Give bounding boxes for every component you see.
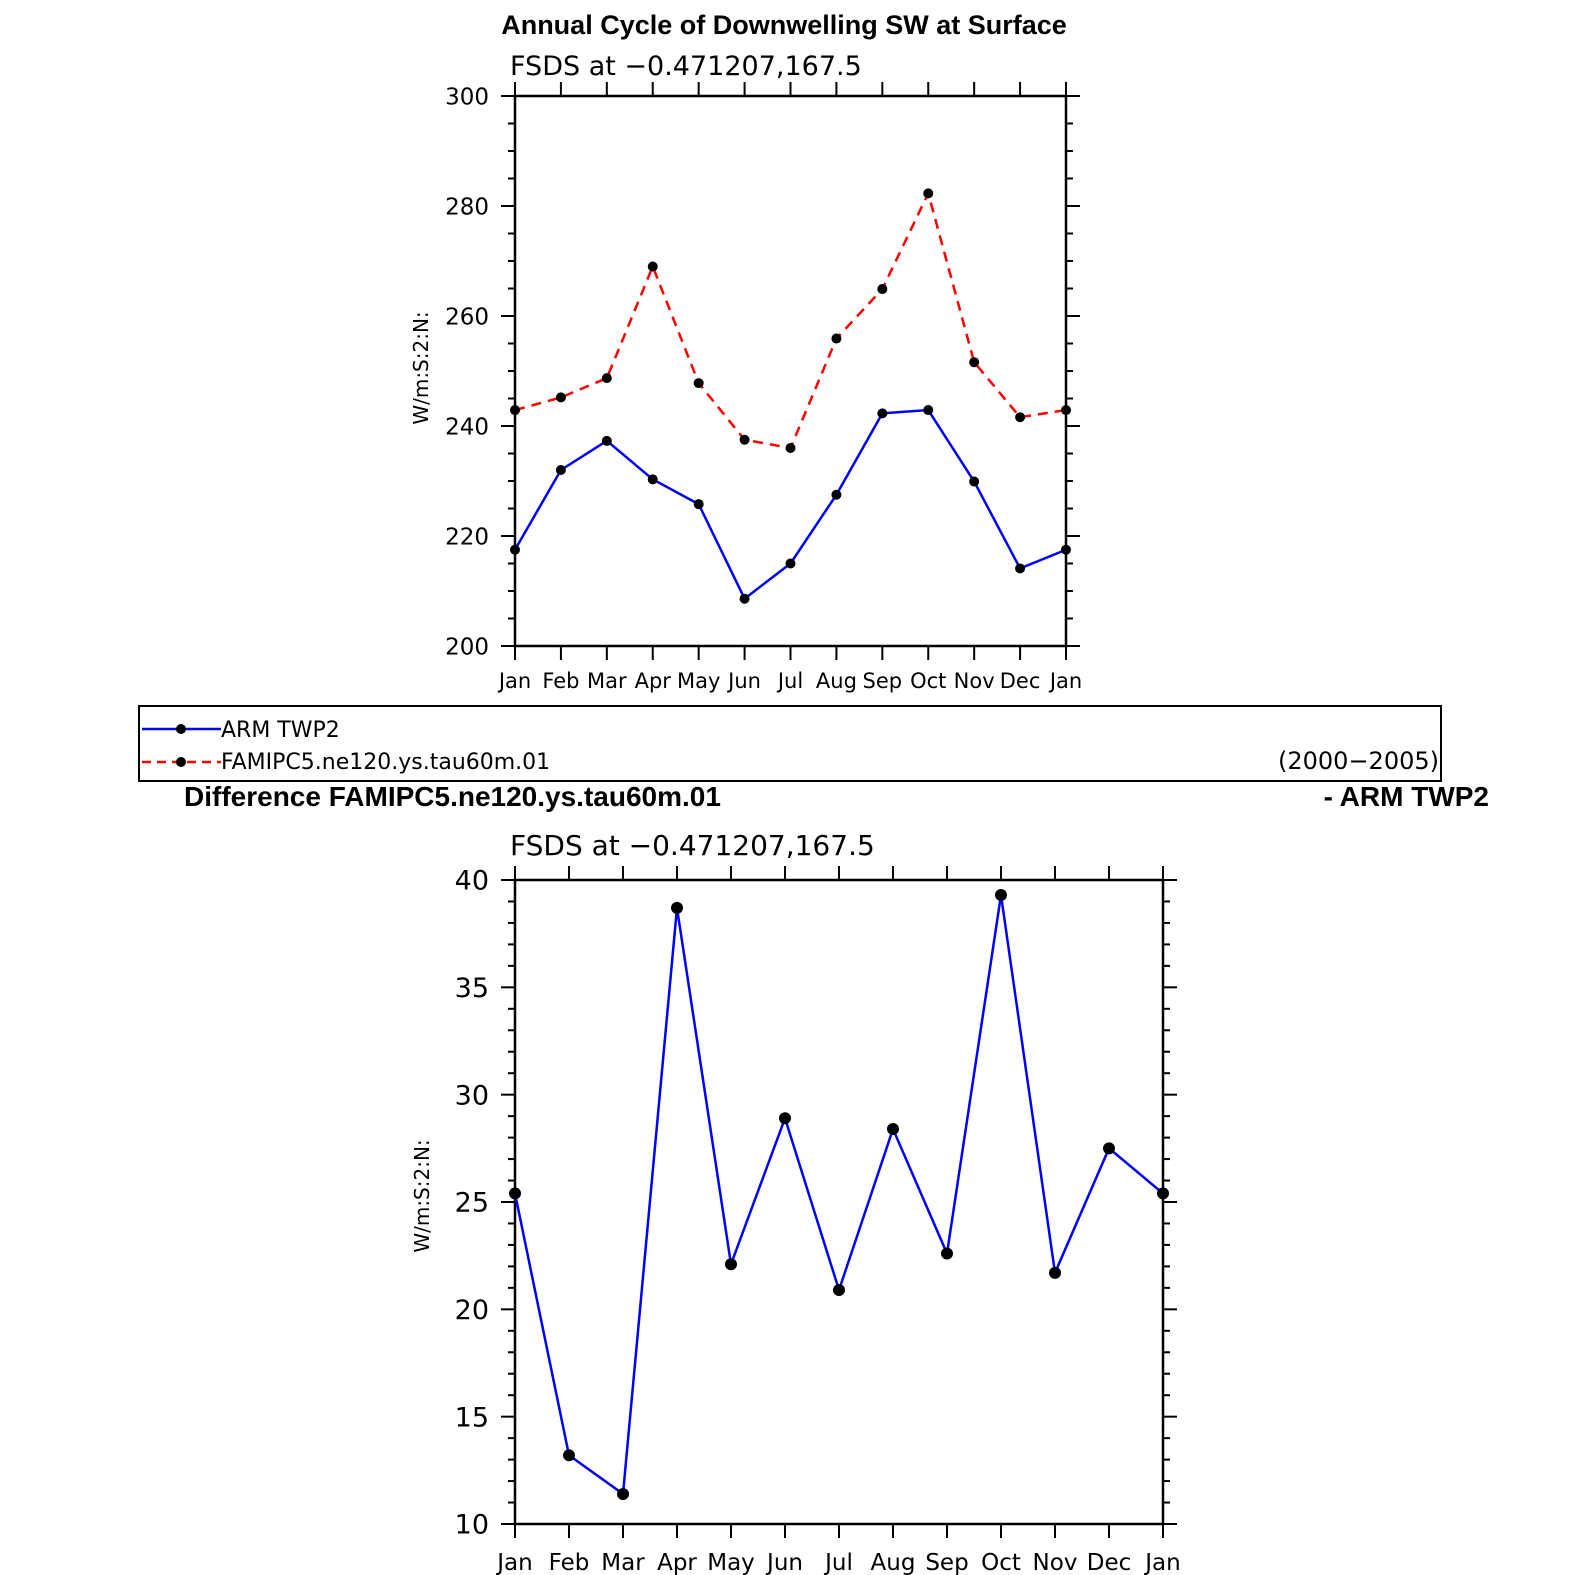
y-tick-label: 280: [445, 194, 489, 220]
x-tick-label: Jun: [765, 1550, 803, 1575]
data-point-0: [831, 489, 842, 500]
data-point-0: [785, 558, 796, 569]
x-tick-label: Nov: [954, 669, 995, 693]
bottom-plot-area: 10 15 20 25 30 35 40 Jan Feb Mar Apr May Jun Jul Aug Se…: [455, 866, 1181, 1575]
legend-marker-arm: [176, 724, 186, 734]
x-tick-label: Jul: [823, 1550, 853, 1575]
y-tick-label: 200: [445, 634, 489, 660]
data-point-0: [509, 1187, 521, 1200]
x-tick-label: Sep: [863, 669, 903, 693]
legend-label-famip: FAMIPC5.ne120.ys.tau60m.01: [221, 750, 550, 775]
x-tick-label: May: [707, 1550, 755, 1575]
data-point-1: [647, 261, 658, 272]
x-tick-label: Apr: [657, 1550, 697, 1575]
y-tick-label: 20: [455, 1295, 489, 1326]
series-line-0: [513, 894, 1164, 1497]
data-point-0: [1061, 544, 1071, 555]
x-tick-label: Jan: [497, 669, 531, 693]
x-tick-label: May: [677, 669, 720, 693]
series-line-0: [513, 408, 1067, 601]
bottom-chart-title-left: Difference FAMIPC5.ne120.ys.tau60m.01: [184, 781, 721, 812]
legend-label-arm: ARM TWP2: [221, 718, 340, 743]
data-point-0: [779, 1112, 791, 1125]
y-tick-label: 35: [455, 973, 489, 1004]
y-tick-label: 260: [445, 304, 489, 330]
legend-frame: [138, 705, 1442, 782]
data-point-0: [1049, 1266, 1061, 1279]
data-point-1: [1015, 412, 1026, 423]
legend-period: (2000−2005): [1278, 747, 1439, 775]
data-point-1: [1061, 405, 1071, 416]
x-tick-label: Jan: [1048, 669, 1082, 693]
data-point-0: [1015, 563, 1026, 574]
data-point-0: [555, 465, 566, 475]
data-point-0: [969, 476, 980, 487]
data-point-0: [1103, 1142, 1115, 1155]
data-point-0: [693, 499, 704, 510]
data-point-1: [923, 188, 934, 199]
x-tick-label: Dec: [1087, 1550, 1132, 1575]
data-point-0: [617, 1487, 629, 1500]
y-tick-label: 40: [455, 866, 489, 897]
bottom-chart-title-right: - ARM TWP2: [1324, 781, 1489, 812]
data-point-0: [1157, 1187, 1169, 1200]
x-tick-label: Mar: [601, 1550, 645, 1575]
data-point-1: [693, 378, 704, 389]
y-tick-label: 10: [455, 1510, 489, 1541]
y-tick-label: 240: [445, 414, 489, 440]
data-point-0: [725, 1258, 737, 1271]
legend-marker-famip: [176, 757, 186, 767]
series-line-1: [514, 189, 1067, 450]
data-point-1: [785, 443, 796, 453]
data-point-0: [941, 1247, 953, 1260]
data-point-0: [995, 889, 1007, 902]
x-tick-label: Apr: [635, 669, 672, 693]
top-plot-area: 200 220 240 260 280 300 Jan Feb Mar Apr May Jun Jul A…: [445, 82, 1082, 693]
top-chart-subtitle: FSDS at −0.471207,167.5: [510, 51, 862, 82]
x-tick-label: Jul: [776, 669, 803, 693]
x-tick-label: Oct: [910, 669, 946, 693]
data-point-1: [601, 373, 612, 384]
x-tick-label: Feb: [549, 1550, 590, 1575]
y-tick-label: 300: [445, 84, 489, 110]
data-point-0: [887, 1123, 899, 1136]
x-tick-label: Sep: [925, 1550, 968, 1575]
top-chart-ylabel: W/m:S:2:N:: [409, 311, 433, 424]
top-chart-title: Annual Cycle of Downwelling SW at Surfac…: [501, 10, 1067, 40]
data-point-0: [563, 1449, 575, 1462]
data-point-1: [831, 333, 842, 344]
data-point-1: [555, 392, 566, 403]
y-tick-label: 25: [455, 1188, 489, 1219]
x-tick-label: Aug: [871, 1550, 916, 1575]
data-point-0: [877, 408, 888, 419]
bottom-chart-ylabel: W/m:S:2:N:: [410, 1139, 434, 1252]
x-tick-label: Dec: [1000, 669, 1041, 693]
data-point-0: [671, 901, 683, 914]
legend: ARM TWP2 FAMIPC5.ne120.ys.tau60m.01 (200…: [138, 705, 1442, 782]
x-tick-label: Jun: [726, 669, 761, 693]
data-point-1: [969, 357, 980, 368]
plot-frame: [513, 878, 1165, 1526]
x-tick-label: Oct: [981, 1550, 1021, 1575]
x-tick-label: Jan: [1143, 1550, 1180, 1575]
data-point-0: [923, 405, 934, 416]
y-tick-label: 30: [455, 1080, 489, 1111]
data-point-1: [739, 434, 750, 445]
data-point-1: [510, 405, 520, 416]
data-point-0: [833, 1284, 845, 1297]
x-tick-label: Feb: [542, 669, 579, 693]
data-point-1: [877, 284, 888, 295]
data-point-0: [601, 435, 612, 446]
x-tick-label: Aug: [816, 669, 857, 693]
bottom-chart-subtitle: FSDS at −0.471207,167.5: [510, 829, 875, 862]
data-point-0: [647, 474, 658, 485]
x-tick-label: Jan: [495, 1550, 532, 1575]
x-tick-label: Mar: [587, 669, 627, 693]
x-tick-label: Nov: [1033, 1550, 1078, 1575]
y-tick-label: 15: [455, 1402, 489, 1433]
data-point-0: [510, 544, 520, 555]
data-point-0: [739, 593, 750, 604]
y-tick-label: 220: [445, 524, 489, 550]
